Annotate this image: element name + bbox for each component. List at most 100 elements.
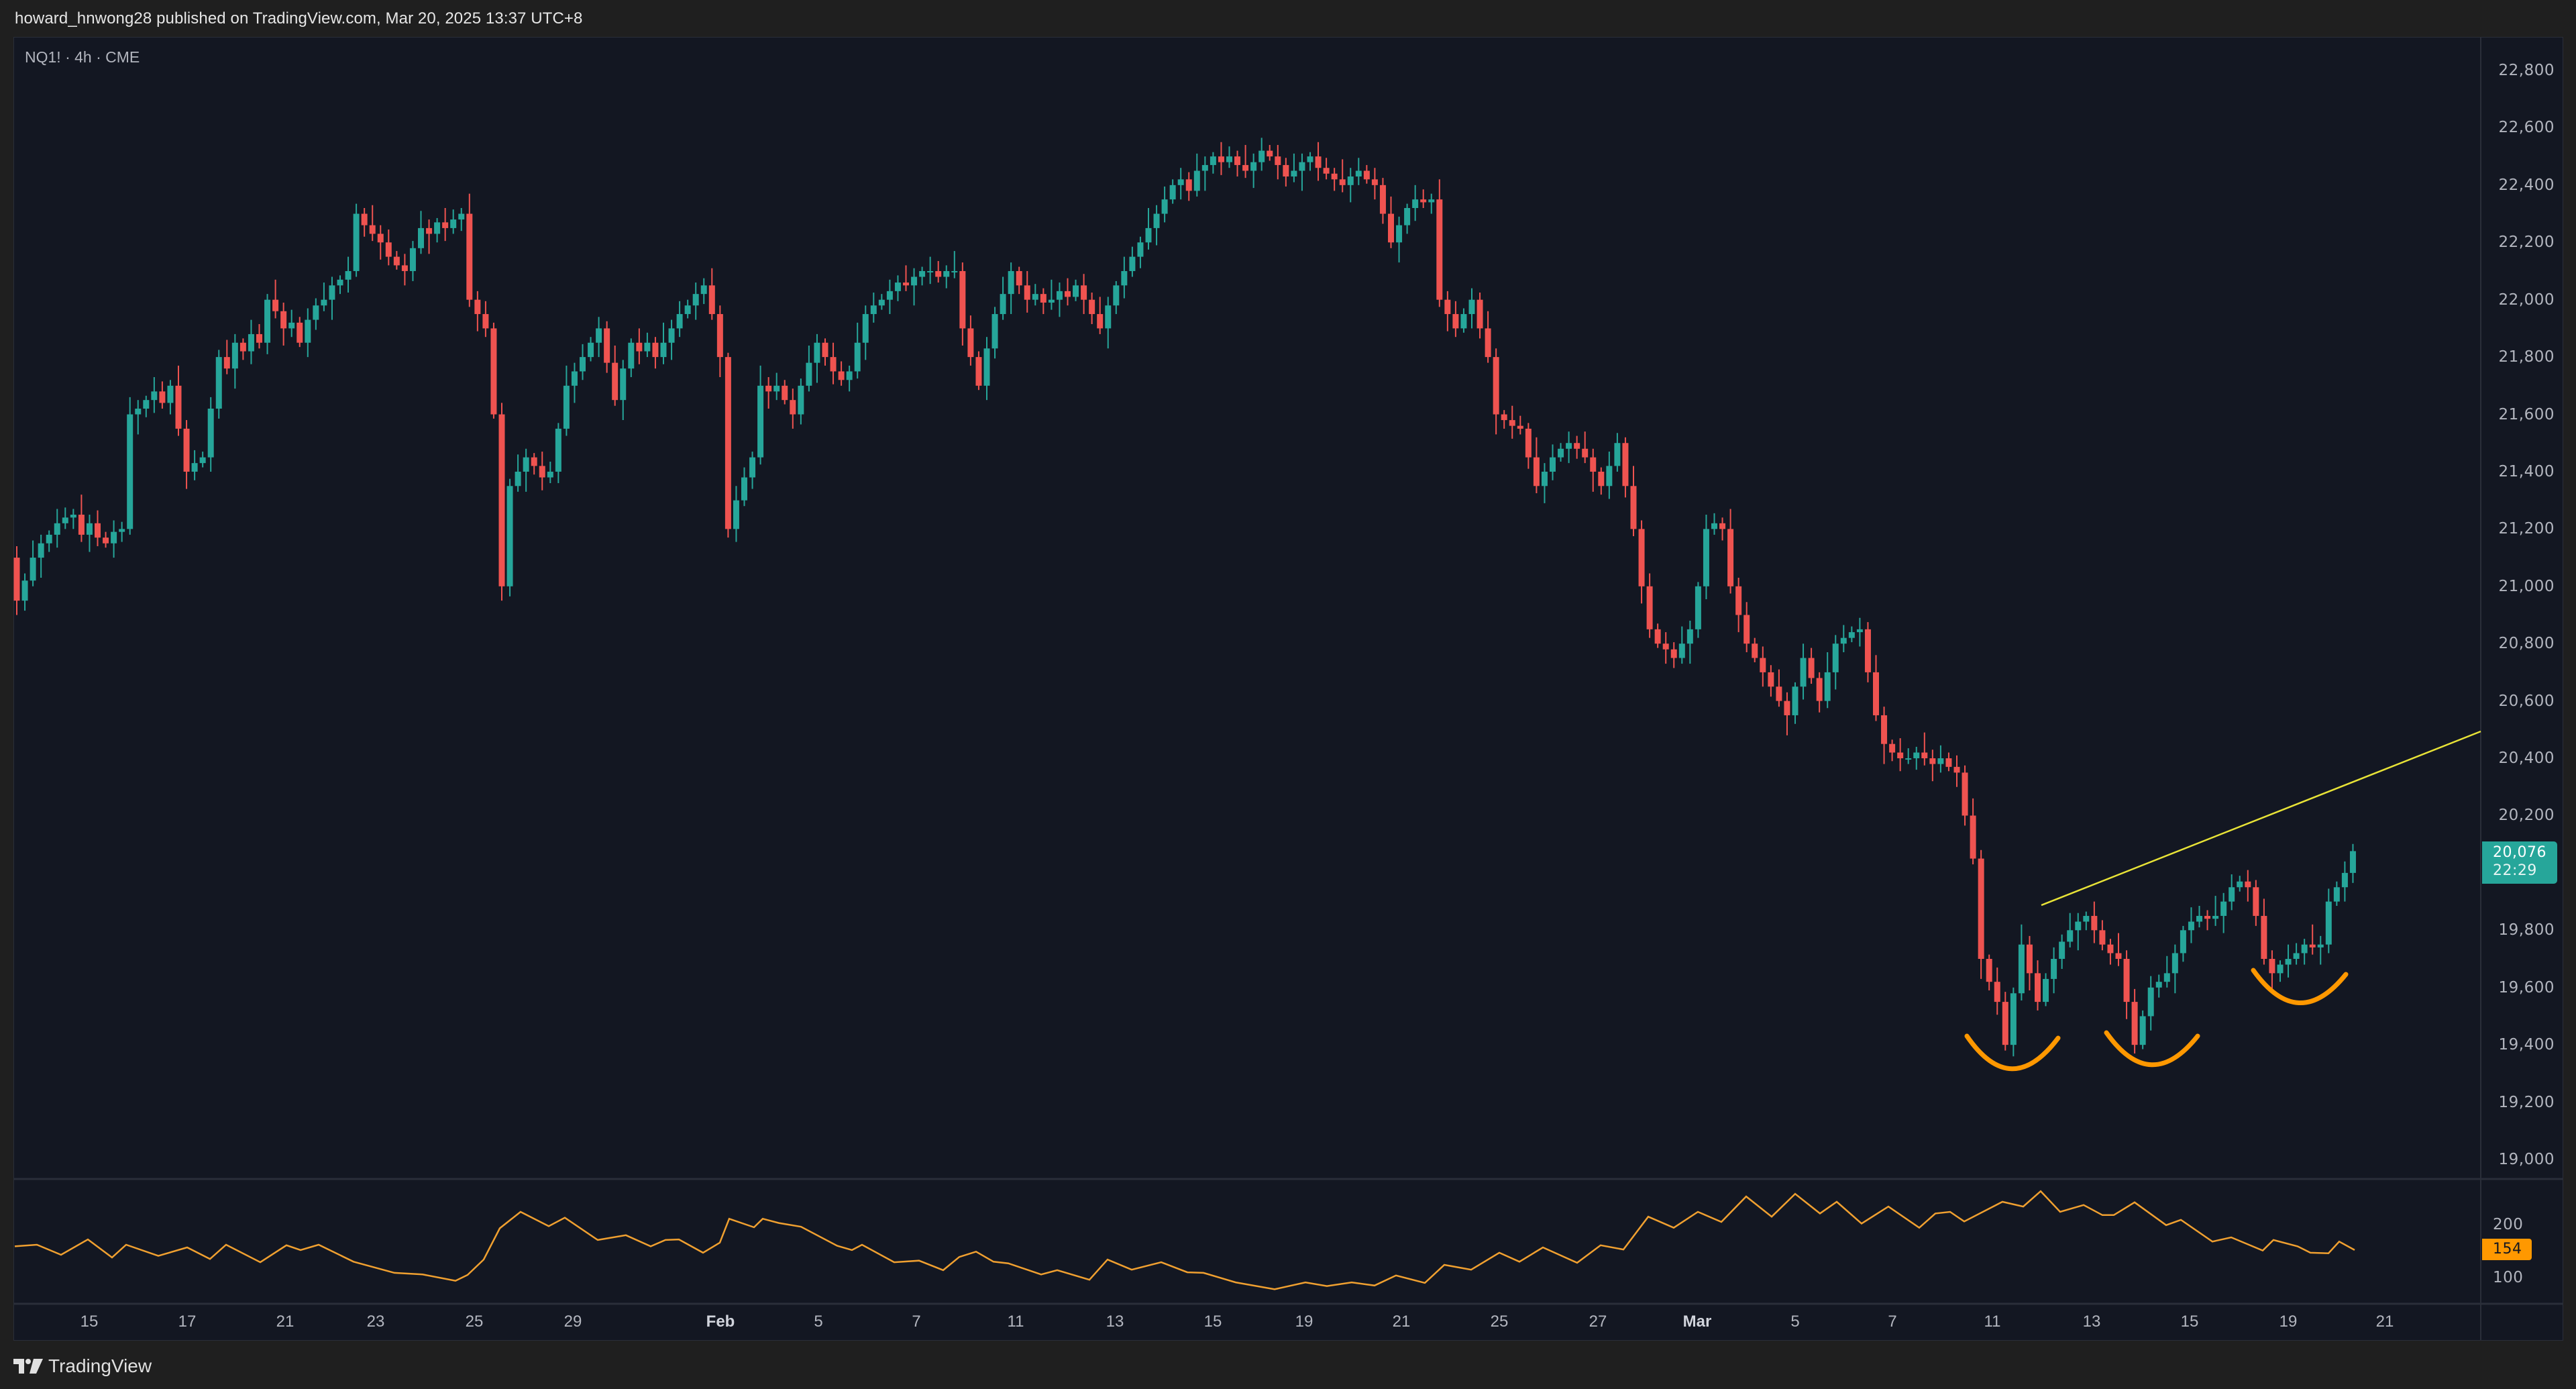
candle-body bbox=[377, 234, 384, 243]
candle-body bbox=[636, 342, 643, 352]
candle-body bbox=[1436, 199, 1443, 300]
cup-arc[interactable] bbox=[2104, 1030, 2200, 1068]
candle-body bbox=[418, 227, 424, 248]
candle-body bbox=[248, 333, 254, 352]
candle-body bbox=[2155, 982, 2162, 988]
price-tick-label: 21,200 bbox=[2498, 520, 2555, 538]
candle-body bbox=[288, 322, 295, 329]
candle-body bbox=[2212, 915, 2219, 919]
candle-body bbox=[1299, 162, 1305, 171]
candle-body bbox=[773, 385, 780, 392]
candle-body bbox=[1493, 357, 1499, 415]
candle-body bbox=[2261, 915, 2267, 960]
time-tick-label: Mar bbox=[1682, 1313, 1712, 1331]
candle-body bbox=[1355, 170, 1362, 177]
candle-body bbox=[838, 371, 845, 380]
candle-body bbox=[1048, 299, 1055, 303]
candle-body bbox=[1428, 199, 1435, 203]
candle-body bbox=[1008, 270, 1014, 295]
candle-body bbox=[1768, 672, 1774, 687]
tradingview-logo[interactable]: TradingView bbox=[13, 1355, 152, 1377]
price-tick-label: 20,800 bbox=[2498, 635, 2555, 653]
candle-body bbox=[571, 371, 578, 386]
candle-body bbox=[1574, 443, 1580, 449]
tradingview-brand-text: TradingView bbox=[48, 1355, 152, 1376]
candle-body bbox=[1016, 270, 1022, 286]
candle-body bbox=[1840, 637, 1847, 644]
candle-body bbox=[660, 342, 667, 358]
candle-body bbox=[967, 328, 974, 358]
candle-body bbox=[830, 357, 837, 372]
price-tick-label: 19,400 bbox=[2498, 1036, 2555, 1054]
candle-body bbox=[458, 213, 465, 220]
candle-body bbox=[191, 463, 198, 472]
candle-body bbox=[1776, 686, 1782, 701]
candle-body bbox=[798, 385, 804, 415]
candle-body bbox=[1468, 299, 1475, 315]
candle-body bbox=[1614, 443, 1621, 466]
symbol-title[interactable]: NQ1! · 4h · CME bbox=[25, 48, 140, 66]
candle-body bbox=[1945, 758, 1952, 767]
candle-body bbox=[474, 299, 481, 315]
candle-body bbox=[1913, 752, 1920, 759]
candle-body bbox=[749, 457, 756, 478]
candle-body bbox=[119, 529, 125, 532]
cup-annotations[interactable] bbox=[1964, 968, 2349, 1072]
candle-body bbox=[515, 471, 521, 486]
candle-body bbox=[434, 222, 441, 234]
candle-body bbox=[1137, 242, 1144, 257]
time-tick-label: 5 bbox=[814, 1313, 823, 1331]
price-tick-label: 22,800 bbox=[2498, 62, 2555, 79]
candle-body bbox=[644, 342, 651, 352]
candle-body bbox=[337, 279, 343, 286]
candle-body bbox=[1550, 457, 1556, 472]
candle-body bbox=[1525, 428, 1532, 458]
time-tick-label: 13 bbox=[1106, 1313, 1124, 1331]
candle-body bbox=[409, 248, 416, 271]
candle-body bbox=[1566, 443, 1572, 449]
cup-arc[interactable] bbox=[2251, 968, 2349, 1005]
candle-body bbox=[1032, 294, 1038, 300]
price-tick-label: 20,200 bbox=[2498, 807, 2555, 825]
candle-body bbox=[13, 558, 20, 601]
time-tick-label: 21 bbox=[1392, 1313, 1411, 1331]
candle-body bbox=[151, 391, 158, 401]
candle-body bbox=[1929, 758, 1936, 764]
cup-arc[interactable] bbox=[1964, 1033, 2061, 1072]
candle-body bbox=[620, 368, 627, 401]
candle-body bbox=[1379, 185, 1386, 214]
candle-body bbox=[596, 328, 602, 343]
candle-body bbox=[2131, 1002, 2138, 1045]
candle-body bbox=[2341, 872, 2348, 888]
candle-body bbox=[1485, 328, 1491, 358]
chart-pane[interactable] bbox=[13, 37, 2563, 1341]
candle-body bbox=[1703, 529, 1709, 586]
candle-body bbox=[1210, 156, 1216, 165]
candle-body bbox=[2059, 941, 2065, 960]
trendline[interactable] bbox=[2041, 730, 2481, 907]
candle-body bbox=[563, 385, 570, 429]
candle-body bbox=[1291, 170, 1297, 177]
candle-body bbox=[894, 282, 901, 291]
candle-body bbox=[1864, 629, 1871, 672]
candle-body bbox=[466, 213, 473, 300]
candle-body bbox=[239, 342, 246, 352]
candle-body bbox=[1711, 523, 1717, 529]
candle-body bbox=[523, 457, 529, 472]
time-tick-label: 11 bbox=[1984, 1313, 2001, 1331]
candle-body bbox=[854, 342, 861, 372]
time-tick-label: 11 bbox=[1007, 1313, 1024, 1331]
candle-body bbox=[676, 314, 683, 329]
candle-body bbox=[1533, 457, 1540, 486]
candle-body bbox=[159, 391, 166, 403]
price-tick-label: 20,400 bbox=[2498, 750, 2555, 768]
candle-body bbox=[1606, 466, 1613, 486]
candle-body bbox=[1323, 168, 1330, 174]
candle-body bbox=[313, 305, 319, 320]
candle-body bbox=[757, 385, 764, 458]
candle-body bbox=[1654, 629, 1661, 644]
candle-body bbox=[692, 294, 699, 306]
candle-body bbox=[1743, 615, 1750, 644]
candle-body bbox=[2091, 915, 2098, 931]
